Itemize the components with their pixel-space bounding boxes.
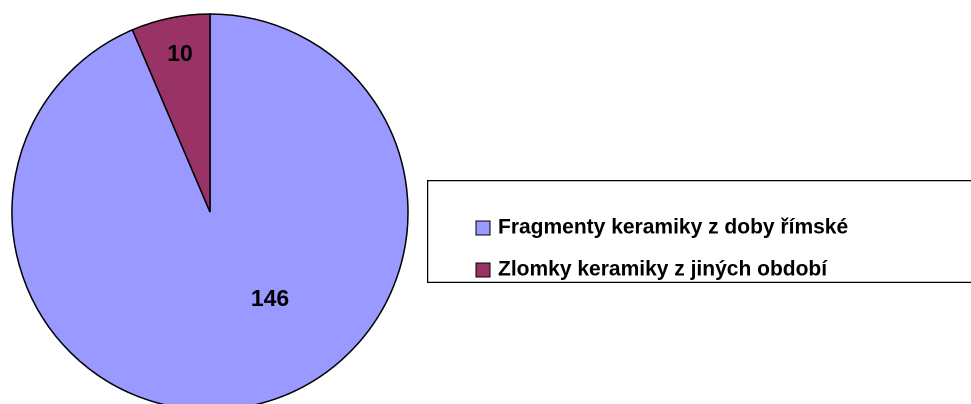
legend-swatch bbox=[475, 262, 491, 278]
legend-label: Fragmenty keramiky z doby římské bbox=[498, 216, 848, 239]
pie: 146 10 bbox=[11, 13, 409, 404]
pie-slice bbox=[131, 13, 211, 213]
legend-swatch bbox=[475, 220, 491, 236]
legend: Fragmenty keramiky z doby římské Zlomky k… bbox=[427, 180, 971, 283]
data-label: 10 bbox=[167, 40, 193, 66]
data-label: 146 bbox=[251, 285, 289, 311]
pie-slice bbox=[11, 13, 409, 404]
legend-label: Zlomky keramiky z jiných období bbox=[498, 258, 828, 281]
legend-box bbox=[427, 180, 971, 283]
